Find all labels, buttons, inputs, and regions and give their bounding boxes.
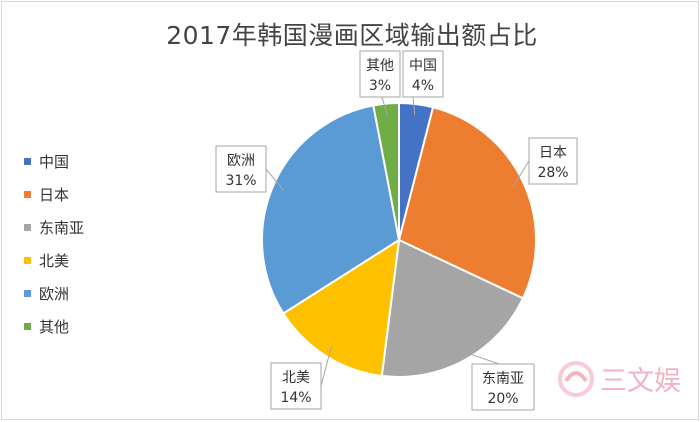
data-label-category: 其他 <box>366 58 394 74</box>
legend-swatch <box>24 191 31 198</box>
legend-item-southeast-asia: 东南亚 <box>24 211 84 244</box>
leader-line-southeast-asia <box>459 349 500 365</box>
pie-slice-japan <box>397 106 537 300</box>
data-label-box <box>471 363 535 411</box>
data-label-china: 中国 4% <box>402 50 444 98</box>
data-label-value: 3% <box>369 78 391 94</box>
legend-label: 东南亚 <box>39 219 85 237</box>
legend-item-china: 中国 <box>24 145 84 178</box>
data-label-value: 31% <box>225 173 256 189</box>
legend-item-europe: 欧洲 <box>24 277 84 310</box>
legend-item-other: 其他 <box>24 310 84 343</box>
watermark-text: 三文娱 <box>600 366 681 397</box>
data-label-box <box>359 50 401 98</box>
data-label-value: 20% <box>487 391 518 407</box>
data-label-category: 日本 <box>539 145 567 161</box>
legend-label: 日本 <box>39 186 70 204</box>
data-label-category: 东南亚 <box>482 371 524 387</box>
legend-label: 欧洲 <box>39 285 70 303</box>
legend-swatch <box>24 290 31 297</box>
leader-line-other <box>381 96 388 115</box>
data-label-europe: 欧洲 31% <box>215 145 267 193</box>
leader-line-china <box>412 96 416 115</box>
data-label-box <box>528 137 578 185</box>
data-label-box <box>270 362 322 410</box>
legend-label: 其他 <box>39 318 70 336</box>
legend-swatch <box>24 158 31 165</box>
data-label-japan: 日本 28% <box>528 137 578 185</box>
data-label-southeast-asia: 东南亚 20% <box>471 363 535 411</box>
leader-line-japan <box>512 160 530 187</box>
data-label-box <box>402 50 444 98</box>
leader-line-europe <box>265 168 284 191</box>
legend-label: 北美 <box>39 252 70 270</box>
chart-title: 2017年韩国漫画区域输出额占比 <box>166 21 538 50</box>
data-label-value: 14% <box>280 390 311 406</box>
pie-slice-southeast-asia <box>380 238 525 378</box>
data-label-value: 4% <box>412 78 434 94</box>
data-label-category: 欧洲 <box>227 153 255 169</box>
pie-slice-europe <box>261 104 401 315</box>
legend-swatch <box>24 224 31 231</box>
pie-slice-other <box>372 101 400 241</box>
legend-item-north-america: 北美 <box>24 244 84 277</box>
legend-swatch <box>24 257 31 264</box>
data-label-value: 28% <box>537 165 568 181</box>
data-label-other: 其他 3% <box>359 50 401 98</box>
watermark: 三文娱 <box>558 359 681 398</box>
legend-label: 中国 <box>39 153 70 171</box>
data-label-category: 中国 <box>409 58 437 74</box>
data-label-category: 北美 <box>282 370 310 386</box>
data-label-north-america: 北美 14% <box>270 362 322 410</box>
legend-swatch <box>24 323 31 330</box>
pie-slice-north-america <box>281 238 401 378</box>
leader-line-north-america <box>320 346 332 387</box>
watermark-logo-icon <box>558 360 594 397</box>
data-label-box <box>215 145 267 193</box>
chart-legend: 中国 日本 东南亚 北美 欧洲 其他 <box>24 145 84 343</box>
legend-item-japan: 日本 <box>24 178 84 211</box>
